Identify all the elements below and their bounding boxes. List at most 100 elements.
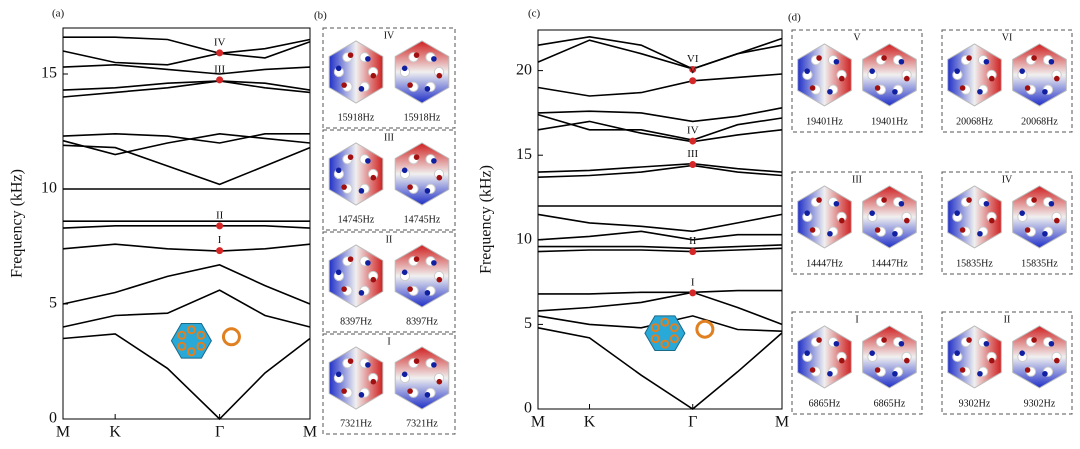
- band-line: [537, 162, 783, 173]
- mode-point: [216, 49, 224, 57]
- mass: [983, 200, 990, 207]
- mass: [347, 154, 354, 160]
- mass: [1019, 350, 1025, 356]
- resonator: [186, 325, 196, 335]
- mass: [954, 68, 960, 74]
- mass: [904, 357, 910, 364]
- mass: [827, 370, 833, 377]
- band-line: [62, 264, 311, 305]
- mode-frequency: 15918Hz: [404, 112, 441, 123]
- mass: [401, 65, 408, 72]
- y-axis-label: Frequency (kHz): [478, 165, 495, 274]
- x-tick-label: M: [531, 414, 545, 431]
- mode-label: I: [691, 276, 695, 288]
- mode-box-label: I: [387, 336, 390, 347]
- mass: [966, 197, 972, 203]
- band-line: [538, 244, 783, 250]
- mass: [874, 227, 881, 233]
- band-line: [537, 39, 783, 70]
- mass: [959, 367, 966, 373]
- mass: [816, 197, 822, 203]
- mass: [816, 55, 822, 61]
- mass: [424, 290, 431, 296]
- mass: [1048, 340, 1055, 347]
- band-line: [62, 289, 311, 328]
- mass: [401, 371, 408, 378]
- mode-frequency: 14447Hz: [806, 258, 843, 269]
- mass: [407, 286, 413, 292]
- mode-box-label: VI: [1002, 32, 1013, 43]
- band-line: [537, 164, 783, 178]
- mass: [833, 200, 840, 207]
- resonator-detail: [221, 327, 241, 347]
- band-line: [63, 36, 311, 55]
- mode-point: [689, 289, 697, 297]
- mass: [1024, 85, 1031, 91]
- unit-cell: [644, 315, 686, 351]
- mode-frequency: 15918Hz: [338, 112, 375, 123]
- mass: [347, 256, 354, 262]
- mass: [1024, 227, 1031, 233]
- band-line: [62, 243, 311, 252]
- panel-label: (b): [314, 10, 327, 22]
- mass: [335, 65, 342, 72]
- y-tick-label: 0: [524, 400, 532, 417]
- resonator: [650, 334, 660, 344]
- y-tick-label: 15: [516, 146, 532, 163]
- mass: [341, 388, 347, 394]
- mass: [839, 217, 845, 224]
- mass: [341, 184, 347, 190]
- band-line: [62, 225, 311, 229]
- mass: [365, 260, 371, 266]
- mass: [989, 75, 995, 82]
- mass: [370, 174, 377, 181]
- band-line: [537, 120, 783, 143]
- mass: [881, 337, 887, 343]
- mass: [898, 340, 905, 347]
- mass: [977, 370, 983, 377]
- mode-frequency: 15835Hz: [956, 258, 993, 269]
- mode-label: IV: [214, 36, 226, 48]
- mode-box-label: IV: [384, 30, 395, 41]
- band-line: [537, 247, 783, 253]
- mode-label: VI: [687, 53, 699, 65]
- y-tick-label: 15: [41, 65, 57, 82]
- band-line: [537, 213, 783, 233]
- mass: [370, 378, 377, 385]
- mass: [1042, 370, 1048, 377]
- mass: [424, 188, 431, 194]
- mass: [431, 56, 437, 62]
- mass: [1019, 210, 1025, 216]
- band-line: [537, 73, 783, 97]
- band-line: [62, 80, 311, 98]
- mass: [989, 217, 995, 224]
- mode-point: [216, 222, 224, 230]
- mass: [1042, 230, 1048, 237]
- mass: [1024, 367, 1031, 373]
- resonator: [196, 341, 206, 351]
- mode-box-label: I: [855, 314, 858, 325]
- mass: [892, 88, 898, 95]
- mass: [904, 75, 910, 82]
- mass: [365, 362, 371, 368]
- mode-frequency: 8397Hz: [340, 316, 372, 327]
- mass: [1019, 68, 1025, 74]
- band-line: [62, 144, 311, 186]
- mass: [365, 56, 371, 62]
- mode-box: [322, 27, 456, 129]
- mass: [898, 200, 905, 207]
- mode-label: II: [689, 235, 697, 247]
- mass: [954, 210, 960, 216]
- mass: [804, 350, 810, 356]
- mode-label: I: [218, 234, 222, 246]
- mass: [827, 230, 833, 237]
- mode-label: II: [216, 209, 224, 221]
- mass: [436, 378, 443, 385]
- mass: [804, 68, 810, 74]
- mass: [809, 227, 816, 233]
- mode-frequency: 20068Hz: [1021, 116, 1058, 127]
- mode-box: [791, 29, 923, 133]
- mass: [977, 230, 983, 237]
- mass: [959, 85, 966, 91]
- mass: [424, 392, 431, 398]
